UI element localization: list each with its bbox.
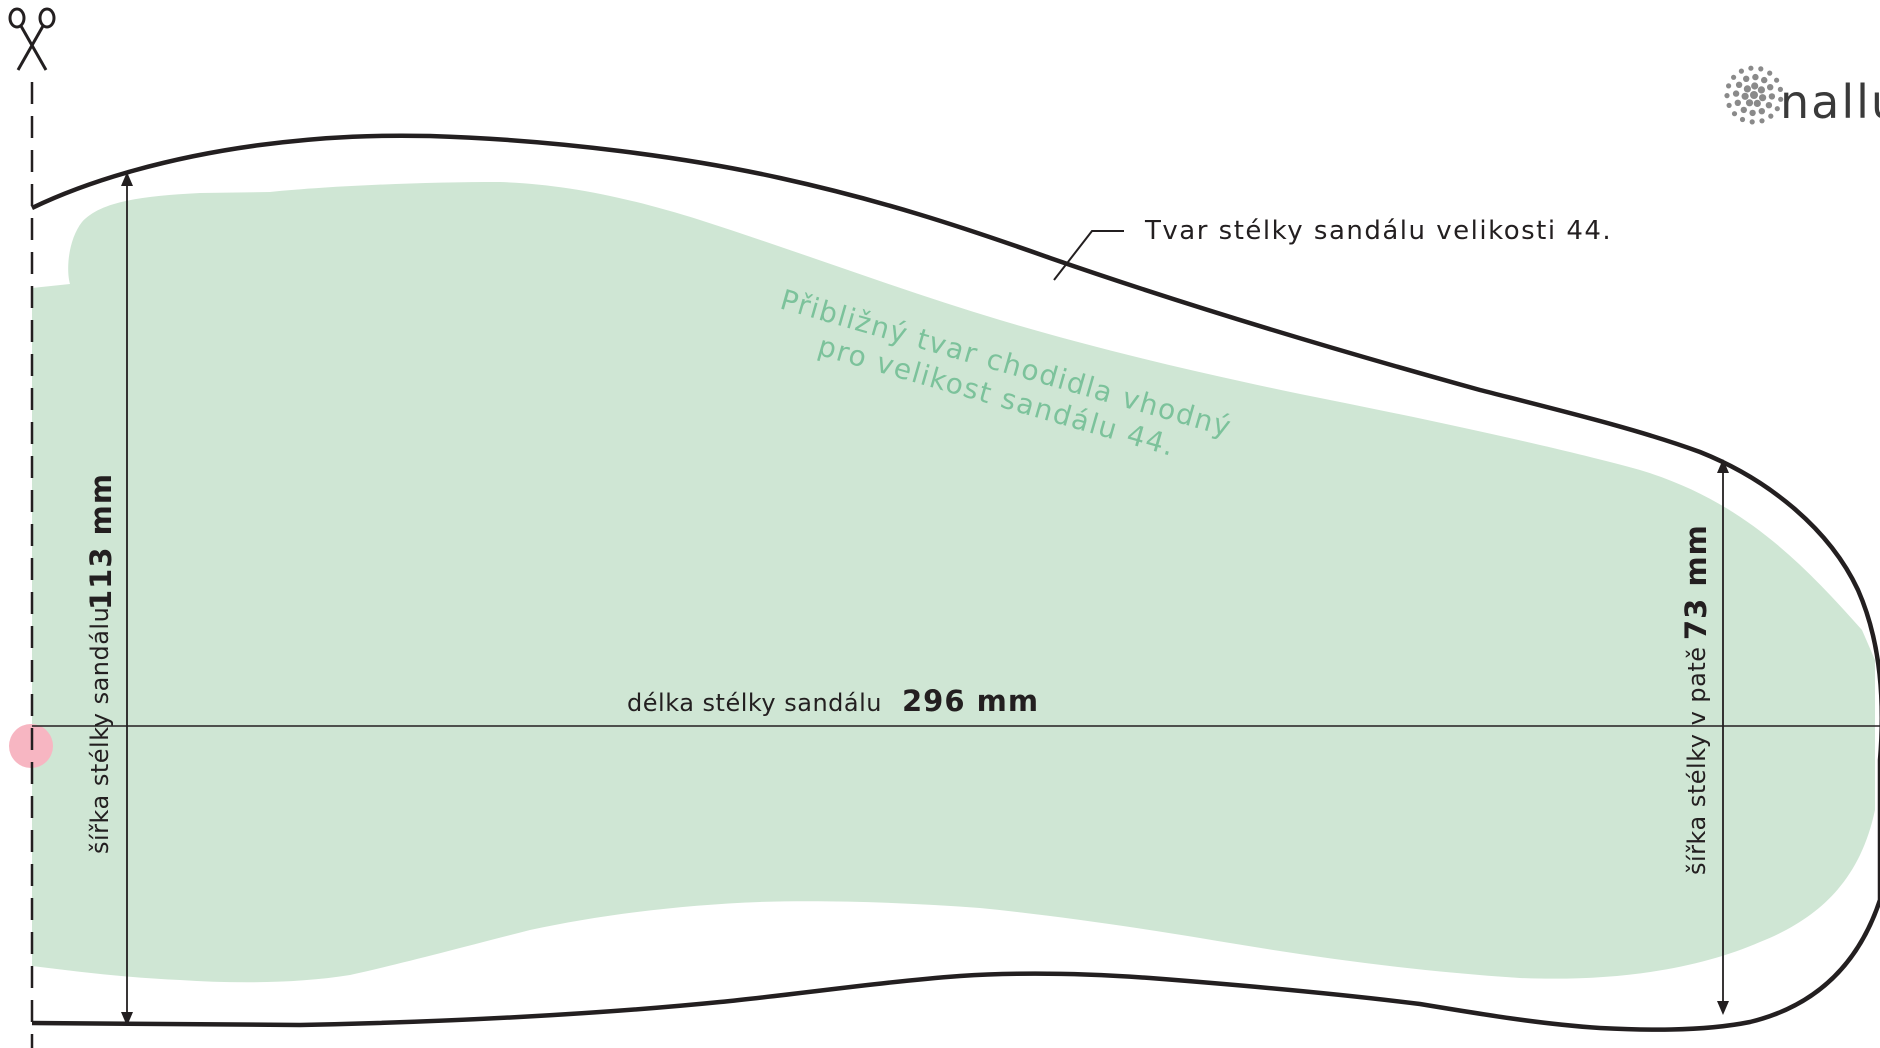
- scissors-icon: [8, 7, 56, 71]
- width-value: 113 mm: [84, 473, 118, 610]
- logo-dot: [1768, 113, 1774, 119]
- logo-dot: [1751, 82, 1759, 90]
- logo-dot: [1741, 92, 1749, 100]
- logo-dot: [1743, 85, 1751, 93]
- logo-dot: [1731, 74, 1737, 80]
- logo-dot: [1749, 109, 1756, 117]
- logo-dot: [1726, 83, 1732, 89]
- logo-dot: [1752, 73, 1759, 81]
- logo-dot: [1726, 102, 1732, 108]
- logo-dot: [1734, 99, 1742, 107]
- brand-logo-text: nallu: [1780, 75, 1880, 129]
- logo-dot: [1757, 86, 1765, 94]
- logo-dot: [1749, 119, 1755, 125]
- dotted-circle-logo-icon: [1724, 65, 1784, 125]
- logo-dot: [1731, 111, 1738, 117]
- width-label: šířka stélky sandálu: [86, 607, 114, 854]
- length-value: 296 mm: [902, 684, 1039, 718]
- logo-dot: [1761, 76, 1768, 84]
- logo-dot: [1767, 70, 1773, 76]
- logo-dot: [1768, 93, 1776, 100]
- logo-dot: [1748, 65, 1754, 71]
- logo-dot: [1735, 81, 1743, 89]
- logo-dot: [1750, 91, 1758, 99]
- sandal-insole-outline: [31, 133, 1880, 1032]
- logo-dot: [1767, 84, 1774, 91]
- logo-dot: [1724, 93, 1730, 99]
- logo-dot: [1774, 77, 1780, 83]
- logo-dot: [1753, 99, 1761, 107]
- logo-dot: [1765, 102, 1773, 109]
- length-label: délka stélky sandálu: [627, 689, 882, 717]
- outline-label-leader: [1053, 230, 1124, 281]
- logo-dot: [1774, 106, 1780, 112]
- logo-dot: [1777, 86, 1783, 92]
- logo-dot: [1758, 66, 1764, 72]
- logo-dot: [1732, 90, 1740, 97]
- heel-width-value: 73 mm: [1679, 524, 1713, 640]
- logo-dot: [1743, 75, 1750, 83]
- heel-width-dimension-line: [1717, 459, 1729, 1015]
- logo-dot: [1738, 68, 1744, 74]
- logo-dot: [1758, 108, 1766, 115]
- width-dimension-line: [121, 172, 133, 1026]
- logo-dot: [1778, 96, 1784, 102]
- foot-shape: [32, 182, 1875, 983]
- logo-dot: [1739, 116, 1746, 123]
- logo-dot: [1740, 106, 1748, 114]
- logo-dot: [1759, 118, 1765, 124]
- heel-width-label: šířka stélky v patě: [1683, 646, 1711, 875]
- logo-dot: [1745, 99, 1754, 107]
- outline-label: Tvar stélky sandálu velikosti 44.: [1144, 216, 1612, 246]
- logo-dot: [1759, 94, 1767, 102]
